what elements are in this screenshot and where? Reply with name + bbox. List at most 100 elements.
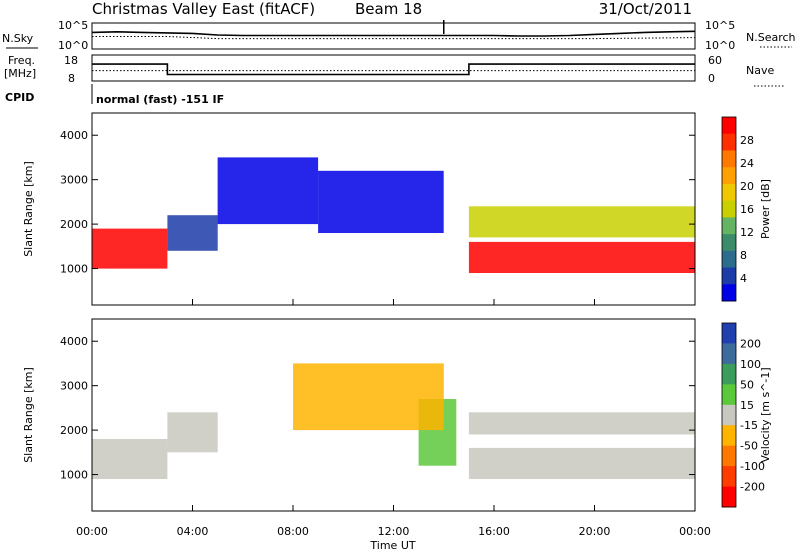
cpid-label: CPID xyxy=(5,91,34,104)
velocity-colorbar-swatch-1 xyxy=(722,343,736,365)
velocity-colorbar-tick-7: -200 xyxy=(740,481,765,494)
power-colorbar-swatch-5 xyxy=(722,200,736,218)
velocity-colorbar-tick-2: 50 xyxy=(740,378,754,391)
power-yticks: 1000 2000 3000 4000 xyxy=(60,129,695,276)
power-colorbar-swatch-0 xyxy=(722,117,736,135)
power-region-5 xyxy=(468,206,695,238)
freq-panel-frame xyxy=(91,54,696,82)
velocity-region-4 xyxy=(468,412,695,435)
nave-label: Nave xyxy=(746,64,774,77)
power-colorbar-tick-1: 24 xyxy=(740,157,754,170)
power-colorbar-tick-3: 16 xyxy=(740,203,754,216)
velocity-colorbar-swatch-6 xyxy=(722,445,736,467)
nave-ytick-right-1: 0 xyxy=(708,72,715,85)
velocity-colorbar-swatch-8 xyxy=(722,486,736,508)
velocity-heatmap xyxy=(92,363,695,479)
velocity-colorbar-tick-6: -100 xyxy=(740,460,765,473)
noise-ytick-left-1: 10^0 xyxy=(58,39,88,52)
power-heatmap xyxy=(92,157,695,273)
power-colorbar-tick-0: 28 xyxy=(740,134,754,147)
beam-label: Beam 18 xyxy=(355,0,422,18)
power-ytick-label-1: 2000 xyxy=(60,218,88,231)
power-region-0 xyxy=(92,228,168,269)
noise-series-line-0 xyxy=(91,30,696,37)
velocity-colorbar-frame xyxy=(721,322,737,508)
freq-series xyxy=(92,63,695,76)
power-region-4 xyxy=(468,241,695,273)
power-colorbar-swatch-2 xyxy=(722,150,736,168)
velocity-colorbar-tick-4: -15 xyxy=(740,419,758,432)
velocity-region-0 xyxy=(92,439,168,479)
x-axis-label: Time UT xyxy=(369,539,415,552)
x-tick-label-0: 00:00 xyxy=(76,525,108,538)
velocity-region-1 xyxy=(167,412,218,453)
noise-panel: N.Sky 10^5 10^0 10^5 10^0 N.Search xyxy=(2,19,796,52)
x-axis-ticks: 00:00 04:00 08:00 12:00 16:00 20:00 00:00 xyxy=(76,299,711,538)
x-tick-label-2: 08:00 xyxy=(277,525,309,538)
power-colorbar-tick-4: 12 xyxy=(740,226,754,239)
velocity-ylabel: Slant Range [km] xyxy=(22,367,35,463)
power-colorbar-swatch-3 xyxy=(722,167,736,185)
noise-ytick-left-0: 10^5 xyxy=(58,19,88,32)
power-ytick-label-0: 1000 xyxy=(60,263,88,276)
x-tick-label-6: 00:00 xyxy=(679,525,711,538)
power-colorbar-frame xyxy=(721,116,737,302)
power-region-1 xyxy=(167,215,218,251)
power-colorbar-swatch-7 xyxy=(722,234,736,252)
x-tick-label-5: 20:00 xyxy=(579,525,611,538)
freq-label: Freq. xyxy=(8,54,35,67)
velocity-ytick-label-0: 1000 xyxy=(60,469,88,482)
freq-ytick-left-1: 8 xyxy=(68,72,75,85)
power-colorbar-swatch-9 xyxy=(722,267,736,285)
velocity-panel: Slant Range [km] 1000 2000 3000 4000 200 100… xyxy=(22,318,772,512)
velocity-region-5 xyxy=(293,363,444,431)
power-colorbar: 28 24 20 16 12 8 4 xyxy=(721,116,754,302)
noise-series-line-1 xyxy=(92,36,696,40)
noise-ytick-right-0: 10^5 xyxy=(705,19,735,32)
power-colorbar-swatch-8 xyxy=(722,250,736,268)
power-panel: Slant Range [km] 1000 2000 3000 4000 28 24 20… xyxy=(22,112,772,306)
power-colorbar-swatch-1 xyxy=(722,133,736,151)
power-colorbar-tick-5: 8 xyxy=(740,249,747,262)
velocity-ytick-label-1: 2000 xyxy=(60,424,88,437)
velocity-colorbar-swatch-2 xyxy=(722,363,736,385)
freq-unit-label: [MHz] xyxy=(4,67,36,80)
velocity-region-3 xyxy=(468,447,695,479)
power-colorbar-label: Power [dB] xyxy=(759,179,772,239)
power-colorbar-swatch-10 xyxy=(722,284,736,302)
nsearch-label: N.Search xyxy=(746,31,796,44)
velocity-colorbar: 200 100 50 15 -15 -50 -100 -200 xyxy=(721,322,765,508)
nsky-label: N.Sky xyxy=(2,32,34,45)
velocity-colorbar-swatch-3 xyxy=(722,384,736,406)
x-tick-label-1: 04:00 xyxy=(177,525,209,538)
cpid-text: normal (fast) -151 IF xyxy=(96,93,224,106)
freq-panel: Freq. [MHz] 18 8 60 0 Nave xyxy=(4,54,784,87)
freq-series-line-0 xyxy=(92,63,695,76)
freq-ytick-left-0: 18 xyxy=(64,54,78,67)
chart-title: Christmas Valley East (fitACF) xyxy=(92,0,315,18)
velocity-colorbar-swatch-4 xyxy=(722,404,736,426)
velocity-colorbar-swatch-0 xyxy=(722,323,736,344)
power-ytick-label-2: 3000 xyxy=(60,174,88,187)
velocity-colorbar-tick-3: 15 xyxy=(740,399,754,412)
velocity-colorbar-tick-1: 100 xyxy=(740,358,761,371)
velocity-ytick-label-2: 3000 xyxy=(60,380,88,393)
velocity-yticks: 1000 2000 3000 4000 xyxy=(60,335,695,482)
velocity-ytick-label-3: 4000 xyxy=(60,335,88,348)
power-region-3 xyxy=(318,170,444,233)
velocity-colorbar-swatch-7 xyxy=(722,466,736,487)
power-colorbar-swatch-6 xyxy=(722,217,736,235)
noise-series xyxy=(91,20,696,40)
power-region-2 xyxy=(217,157,319,225)
x-tick-label-4: 16:00 xyxy=(478,525,510,538)
velocity-colorbar-label: Velocity [m s^-1] xyxy=(759,367,772,462)
noise-ytick-right-1: 10^0 xyxy=(705,39,735,52)
power-ytick-label-3: 4000 xyxy=(60,129,88,142)
velocity-colorbar-tick-5: -50 xyxy=(740,440,758,453)
power-colorbar-tick-2: 20 xyxy=(740,180,754,193)
nave-ytick-right-0: 60 xyxy=(708,54,722,67)
velocity-colorbar-swatch-5 xyxy=(722,425,736,447)
velocity-colorbar-tick-0: 200 xyxy=(740,337,761,350)
power-colorbar-tick-6: 4 xyxy=(740,272,747,285)
